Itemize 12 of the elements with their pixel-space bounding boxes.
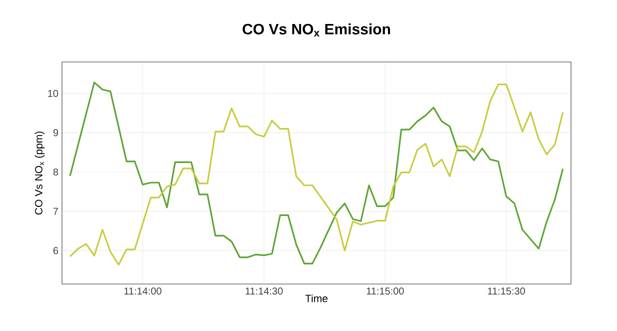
y-tick-label: 10: [48, 90, 58, 97]
y-tick-label: 9: [53, 129, 58, 136]
x-tick-label: 11:15:00: [366, 288, 404, 295]
x-tick-label: 11:14:30: [246, 288, 283, 295]
y-axis-title: CO Vs NO$_{x}$ (ppm): [34, 132, 44, 215]
x-tick-label: 11:14:00: [124, 288, 162, 295]
y-tick-label: 6: [53, 247, 58, 254]
y-tick-label: 7: [53, 208, 58, 215]
chart-title: CO Vs NO$_{x}$ Emission: [242, 23, 390, 36]
x-axis-title: Time: [305, 294, 328, 302]
x-tick-label: 11:15:30: [488, 288, 525, 295]
y-tick-label: 8: [53, 168, 58, 176]
